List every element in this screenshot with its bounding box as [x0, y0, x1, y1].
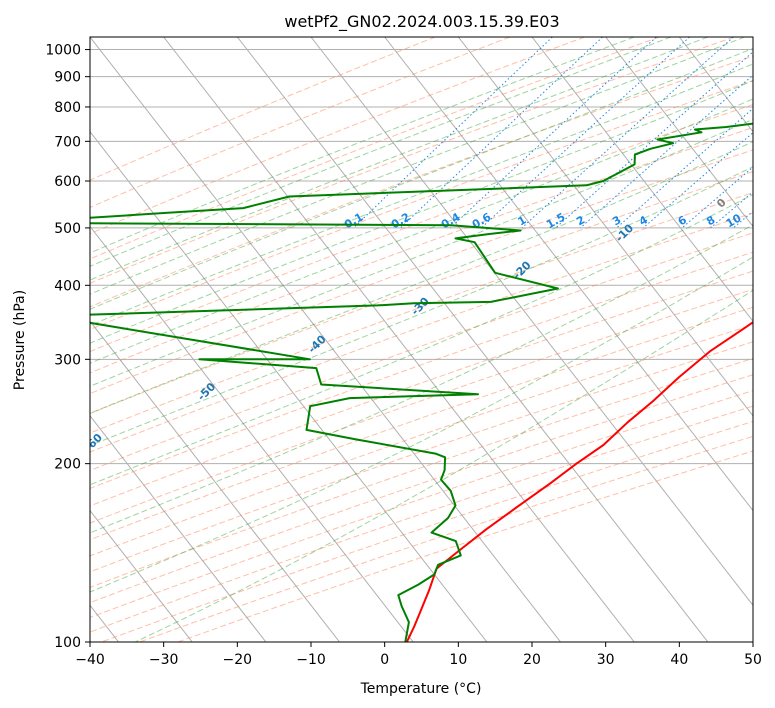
isotherm-line: [457, 37, 753, 417]
dewpoint-profile-line: [90, 122, 753, 642]
mixing-ratio-line: [681, 166, 753, 229]
isotherm-line: [90, 130, 488, 642]
isotherm-line: [90, 37, 561, 642]
y-tick-label: 400: [54, 278, 81, 294]
y-tick-label: 700: [54, 134, 81, 150]
dry-adiabat-line: [90, 251, 753, 489]
x-tick-label: 30: [597, 652, 615, 668]
x-tick-label: −10: [296, 652, 326, 668]
dry-adiabat-line: [90, 37, 585, 235]
isotherm-line: [90, 415, 267, 642]
isotherm-line: [90, 509, 193, 642]
temperature-profile-line: [405, 320, 753, 642]
isotherm-line: [384, 37, 753, 512]
y-axis-ticks: 1000 900 800 700 600 500 400 300 200 100: [45, 43, 90, 651]
moist-adiabat-line: [90, 37, 672, 267]
moist-adiabat-line: [90, 47, 753, 310]
y-tick-label: 800: [54, 100, 81, 116]
x-axis-ticks: −40 −30 −20 −10 0 10 20 30 40 50: [75, 642, 762, 668]
moist-adiabat-line: [90, 37, 745, 295]
mixing-ratio-line: [353, 37, 553, 229]
x-axis-label: Temperature (°C): [360, 681, 482, 697]
mixing-ratio-lines: [353, 37, 775, 229]
dry-adiabat-line: [90, 374, 753, 604]
sounding-profiles: [90, 122, 753, 642]
x-tick-label: −20: [223, 652, 253, 668]
x-tick-label: 0: [380, 652, 389, 668]
y-tick-label: 600: [54, 174, 81, 190]
moist-adiabat-line: [90, 224, 753, 534]
isotherm-line: [752, 37, 753, 38]
isotherm-label: -30: [409, 295, 432, 318]
mixing-ratio-line: [480, 37, 690, 229]
isotherm-line: [90, 320, 340, 642]
isotherm-line: [236, 37, 709, 642]
dry-adiabat-line: [90, 212, 753, 453]
mixing-ratio-line: [580, 74, 753, 229]
mixing-ratio-label: 8: [704, 213, 717, 228]
y-tick-label: 1000: [45, 43, 81, 59]
pressure-grid: [90, 49, 753, 642]
chart-title: wetPf2_GN02.2024.003.15.39.E03: [284, 12, 559, 32]
dry-adiabat-line: [90, 390, 753, 618]
moist-adiabat-line: [90, 141, 753, 414]
y-tick-label: 300: [54, 352, 81, 368]
x-tick-label: 40: [670, 652, 688, 668]
x-tick-label: 10: [449, 652, 467, 668]
dry-adiabat-line: [90, 37, 436, 181]
dry-adiabat-line: [90, 171, 753, 415]
line-labels: 0.10.20.40.611.52346810131620253036-100-…: [82, 196, 771, 454]
dry-adiabats: [90, 37, 753, 642]
y-tick-label: 200: [54, 457, 81, 473]
moist-adiabat-line: [90, 98, 753, 364]
dry-adiabat-line: [90, 103, 753, 353]
dry-adiabat-line: [90, 37, 660, 260]
isotherm-label: -50: [195, 380, 218, 403]
x-tick-label: 20: [523, 652, 541, 668]
isotherm-line: [605, 37, 753, 228]
dry-adiabat-line: [90, 55, 753, 308]
moist-adiabat-line: [90, 256, 753, 593]
dry-adiabat-line: [90, 324, 753, 557]
dry-adiabat-line: [90, 341, 753, 573]
dry-adiabat-line: [90, 37, 735, 284]
mixing-ratio-line: [400, 37, 603, 229]
isotherm-line: [163, 37, 635, 642]
moist-adiabat-line: [90, 37, 635, 254]
mixing-ratio-label: 2: [574, 213, 587, 228]
isotherm-grid: [90, 37, 753, 642]
dry-adiabat-line: [90, 37, 511, 208]
mixing-ratio-label: 13: [751, 211, 771, 230]
isotherm-line: [531, 37, 753, 322]
y-tick-label: 100: [54, 635, 81, 651]
dry-adiabat-line: [90, 232, 753, 472]
dry-adiabat-line: [90, 405, 753, 633]
dry-adiabat-line: [90, 288, 753, 524]
dry-adiabat-line: [90, 192, 753, 434]
x-tick-label: −40: [75, 652, 105, 668]
moist-adiabat-line: [90, 118, 753, 387]
isotherm-line: [90, 225, 414, 642]
x-tick-label: −30: [149, 652, 179, 668]
y-tick-label: 500: [54, 221, 81, 237]
mixing-ratio-line: [761, 37, 775, 228]
y-axis-label: Pressure (hPa): [12, 290, 28, 390]
x-tick-label: 50: [744, 652, 762, 668]
mixing-ratio-label: 6: [676, 213, 689, 228]
mixing-ratio-label: 1: [516, 213, 529, 228]
mixing-ratio-label: 4: [637, 213, 650, 228]
mixing-ratio-line: [616, 107, 753, 229]
dry-adiabat-line: [90, 80, 753, 331]
dry-adiabat-line: [90, 126, 753, 374]
y-tick-label: 900: [54, 70, 81, 86]
plot-frame: [89, 36, 754, 643]
mixing-ratio-line: [521, 37, 734, 229]
moist-adiabat-line: [90, 37, 709, 281]
isotherm-label: -60: [82, 431, 105, 454]
mixing-ratio-line: [450, 37, 657, 229]
